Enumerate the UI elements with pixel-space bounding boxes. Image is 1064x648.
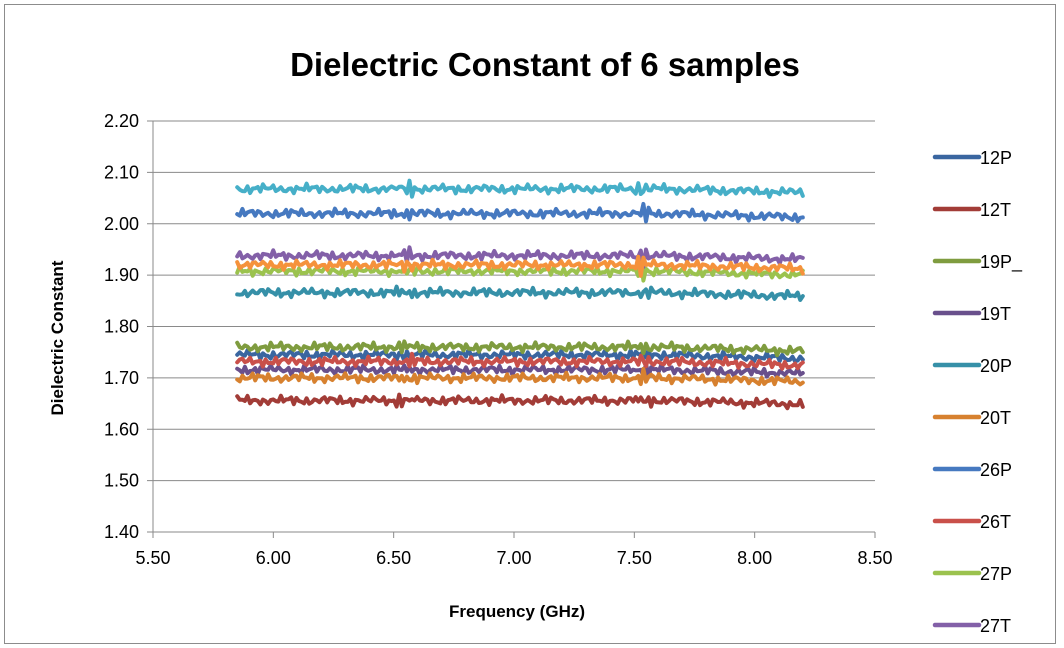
series-line <box>235 245 805 269</box>
x-tick-label: 6.00 <box>256 548 291 568</box>
x-tick-label: 8.00 <box>737 548 772 568</box>
series-line <box>235 259 805 283</box>
legend-label: 12T <box>980 200 1011 220</box>
y-tick-label: 1.50 <box>104 471 139 491</box>
series-line <box>235 361 805 379</box>
y-tick-label: 1.70 <box>104 368 139 388</box>
chart-title: Dielectric Constant of 6 samples <box>290 46 800 83</box>
legend-item: 27P <box>932 564 1012 584</box>
series-line <box>235 339 805 358</box>
series-line <box>235 347 805 364</box>
chart-frame: Dielectric Constant of 6 samples 2.20 2.1… <box>4 4 1056 644</box>
x-tick-label: 7.00 <box>496 548 531 568</box>
x-tick-label: 8.50 <box>857 548 892 568</box>
tick-labels: 2.20 2.10 2.00 1.90 1.80 1.70 1.60 1.50 1.40 5.50… <box>104 111 893 568</box>
series-line <box>235 178 805 199</box>
x-tick-label: 5.50 <box>135 548 170 568</box>
legend-label: 12P <box>980 148 1012 168</box>
legend-label: 19T <box>980 304 1011 324</box>
legend-item: 19P_ <box>932 252 1023 273</box>
series-line <box>235 201 805 224</box>
axes <box>147 120 876 538</box>
series-line <box>235 351 805 371</box>
y-tick-label: 1.90 <box>104 265 139 285</box>
legend: 12P 12T 19P_ 19T 20P 20T 26P 26T 27P 27T <box>932 148 1023 636</box>
series-line <box>235 392 805 411</box>
legend-item: 20T <box>932 408 1011 428</box>
series-line <box>235 254 805 278</box>
legend-item: 12P <box>932 148 1012 168</box>
legend-item: 20P <box>932 356 1012 376</box>
y-tick-label: 2.20 <box>104 111 139 131</box>
x-tick-label: 6.50 <box>376 548 411 568</box>
series-line <box>235 366 805 387</box>
x-tick-label: 7.50 <box>617 548 652 568</box>
legend-label: 19P_ <box>980 252 1023 273</box>
legend-item: 12T <box>932 200 1011 220</box>
legend-item: 27T <box>932 616 1011 636</box>
y-tick-label: 2.10 <box>104 162 139 182</box>
y-axis-title: Dielectric Constant <box>48 260 67 415</box>
legend-item: 19T <box>932 304 1011 324</box>
legend-label: 26P <box>980 460 1012 480</box>
x-axis-title: Frequency (GHz) <box>449 602 585 621</box>
legend-label: 27P <box>980 564 1012 584</box>
legend-item: 26T <box>932 512 1011 532</box>
y-tick-label: 2.00 <box>104 214 139 234</box>
y-tick-label: 1.60 <box>104 419 139 439</box>
y-tick-label: 1.80 <box>104 317 139 337</box>
legend-label: 26T <box>980 512 1011 532</box>
chart-svg: Dielectric Constant of 6 samples 2.20 2.1… <box>48 46 1023 636</box>
series-lines <box>235 178 805 411</box>
y-tick-label: 1.40 <box>104 522 139 542</box>
legend-label: 27T <box>980 616 1011 636</box>
legend-label: 20T <box>980 408 1011 428</box>
grid-lines <box>153 120 875 482</box>
legend-label: 20P <box>980 356 1012 376</box>
series-line <box>235 284 805 302</box>
legend-item: 26P <box>932 460 1012 480</box>
